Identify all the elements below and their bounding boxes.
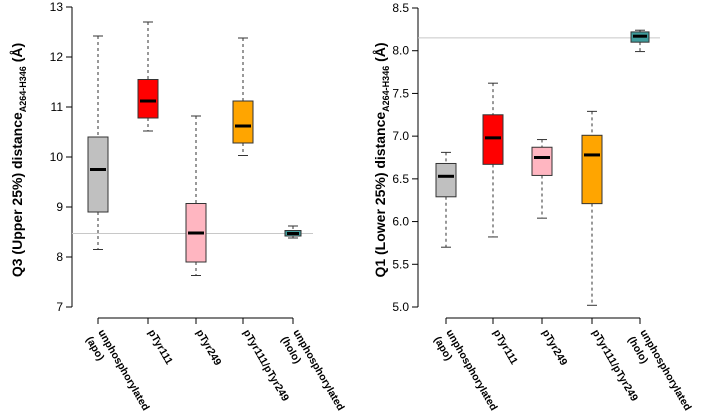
y-tick-label: 8.5	[392, 1, 409, 15]
y-tick-label: 5.5	[392, 257, 409, 271]
y-tick-label: 7.0	[392, 129, 409, 143]
category-label: unphosphorylated(apo)	[83, 328, 151, 415]
y-tick-label: 12	[50, 50, 64, 64]
box	[137, 79, 159, 119]
y-tick-label: 10	[50, 150, 64, 164]
box	[531, 146, 553, 176]
category-label: pTyr111	[490, 328, 520, 367]
q3-boxplot-panel: 7 8 9 10 11 12 13 unphosphorylated(apo) pTyr111 p…	[9, 0, 347, 415]
category-label: pTyr111	[145, 328, 175, 367]
category-label: pTyr249	[193, 328, 223, 368]
q1-boxplot-panel: 5.0 5.5 6.0 6.5 7.0 7.5 8.0 8.5 unphosphorylated…	[372, 1, 694, 415]
y-tick-label: 7	[56, 300, 63, 314]
y-tick-label: 11	[51, 100, 64, 114]
category-label: unphosphorylated(apo)	[431, 328, 499, 415]
category-label: unphosphorylated(holo)	[278, 328, 346, 415]
category-label: unphosphorylated(holo)	[625, 328, 693, 415]
box	[87, 136, 109, 213]
y-tick-label: 8	[56, 250, 63, 264]
y-tick-label: 6.5	[392, 172, 409, 186]
y-tick-label: 7.5	[392, 86, 409, 100]
y-tick-label: 9	[56, 200, 63, 214]
box	[482, 114, 504, 165]
box	[435, 162, 457, 198]
y-axis-label: Q1 (Lower 25%) distanceA264-H346 (Å)	[372, 42, 391, 277]
y-axis-label: Q3 (Upper 25%) distanceA264-H346 (Å)	[9, 43, 28, 277]
category-label: pTyr249	[539, 328, 569, 368]
y-tick-label: 13	[50, 0, 64, 14]
box	[581, 134, 603, 205]
y-tick-label: 8.0	[392, 44, 409, 58]
y-tick-label: 6.0	[392, 215, 409, 229]
box	[232, 100, 254, 144]
y-tick-label: 5.0	[392, 300, 409, 314]
